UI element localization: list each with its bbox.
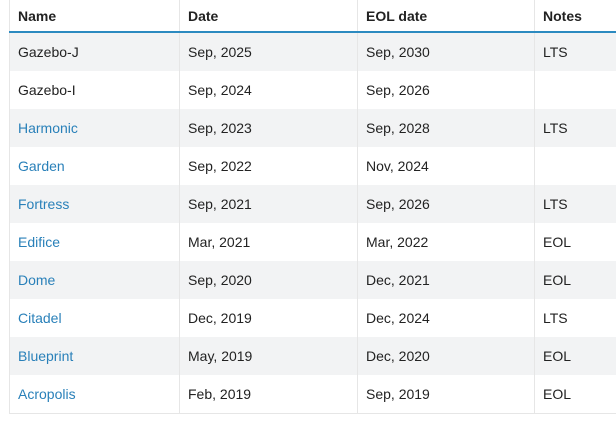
release-name-link[interactable]: Blueprint xyxy=(18,348,74,364)
column-header-eol-date: EOL date xyxy=(357,0,535,33)
header-row: Name Date EOL date Notes xyxy=(9,0,616,33)
release-date-cell: Sep, 2025 xyxy=(179,32,358,71)
notes-cell: EOL xyxy=(534,375,616,414)
release-name-link[interactable]: Fortress xyxy=(18,196,70,212)
eol-date-cell: Dec, 2020 xyxy=(357,337,535,375)
eol-date-cell: Dec, 2021 xyxy=(357,261,535,299)
release-name-cell: Harmonic xyxy=(9,109,180,147)
release-name-cell: Acropolis xyxy=(9,375,180,414)
eol-date-cell: Nov, 2024 xyxy=(357,147,535,185)
eol-date-cell: Sep, 2026 xyxy=(357,71,535,109)
notes-cell: EOL xyxy=(534,261,616,299)
release-name-cell: Fortress xyxy=(9,185,180,223)
notes-cell: LTS xyxy=(534,109,616,147)
table-row: Gazebo-I Sep, 2024 Sep, 2026 xyxy=(9,71,616,109)
release-name-text: Gazebo-J xyxy=(18,44,79,60)
release-name-cell: Blueprint xyxy=(9,337,180,375)
release-name-cell: Citadel xyxy=(9,299,180,337)
release-name-link[interactable]: Garden xyxy=(18,158,65,174)
column-header-date: Date xyxy=(179,0,358,33)
release-name-link[interactable]: Dome xyxy=(18,272,56,288)
table-row: Citadel Dec, 2019 Dec, 2024 LTS xyxy=(9,299,616,337)
eol-date-cell: Sep, 2030 xyxy=(357,32,535,71)
notes-cell: LTS xyxy=(534,32,616,71)
notes-cell: LTS xyxy=(534,185,616,223)
table-row: Acropolis Feb, 2019 Sep, 2019 EOL xyxy=(9,375,616,414)
release-name-link[interactable]: Harmonic xyxy=(18,120,78,136)
eol-date-cell: Sep, 2028 xyxy=(357,109,535,147)
eol-date-cell: Sep, 2019 xyxy=(357,375,535,414)
table-row: Dome Sep, 2020 Dec, 2021 EOL xyxy=(9,261,616,299)
release-date-cell: Mar, 2021 xyxy=(179,223,358,261)
release-date-cell: Sep, 2020 xyxy=(179,261,358,299)
release-date-cell: Sep, 2024 xyxy=(179,71,358,109)
table-row: Edifice Mar, 2021 Mar, 2022 EOL xyxy=(9,223,616,261)
table-header: Name Date EOL date Notes xyxy=(9,0,616,33)
release-name-link[interactable]: Edifice xyxy=(18,234,61,250)
notes-cell: EOL xyxy=(534,223,616,261)
release-name-text: Gazebo-I xyxy=(18,82,76,98)
release-date-cell: Sep, 2022 xyxy=(179,147,358,185)
release-name-link[interactable]: Acropolis xyxy=(18,386,76,402)
table-row: Fortress Sep, 2021 Sep, 2026 LTS xyxy=(9,185,616,223)
release-date-cell: Sep, 2023 xyxy=(179,109,358,147)
eol-date-cell: Dec, 2024 xyxy=(357,299,535,337)
notes-cell: LTS xyxy=(534,299,616,337)
eol-date-cell: Mar, 2022 xyxy=(357,223,535,261)
eol-date-cell: Sep, 2026 xyxy=(357,185,535,223)
release-name-cell: Gazebo-I xyxy=(9,71,180,109)
table-row: Garden Sep, 2022 Nov, 2024 xyxy=(9,147,616,185)
notes-cell xyxy=(534,147,616,185)
table-row: Gazebo-J Sep, 2025 Sep, 2030 LTS xyxy=(9,32,616,71)
release-name-cell: Garden xyxy=(9,147,180,185)
release-date-cell: May, 2019 xyxy=(179,337,358,375)
release-name-cell: Edifice xyxy=(9,223,180,261)
release-name-cell: Gazebo-J xyxy=(9,32,180,71)
column-header-name: Name xyxy=(9,0,180,33)
column-header-notes: Notes xyxy=(534,0,616,33)
release-date-cell: Dec, 2019 xyxy=(179,299,358,337)
releases-table: Name Date EOL date Notes Gazebo-J Sep, 20… xyxy=(9,0,616,414)
table-row: Blueprint May, 2019 Dec, 2020 EOL xyxy=(9,337,616,375)
release-name-link[interactable]: Citadel xyxy=(18,310,62,326)
release-name-cell: Dome xyxy=(9,261,180,299)
notes-cell xyxy=(534,71,616,109)
notes-cell: EOL xyxy=(534,337,616,375)
table-body: Gazebo-J Sep, 2025 Sep, 2030 LTS Gazebo-I Sep… xyxy=(9,32,616,414)
release-date-cell: Feb, 2019 xyxy=(179,375,358,414)
release-date-cell: Sep, 2021 xyxy=(179,185,358,223)
table-row: Harmonic Sep, 2023 Sep, 2028 LTS xyxy=(9,109,616,147)
